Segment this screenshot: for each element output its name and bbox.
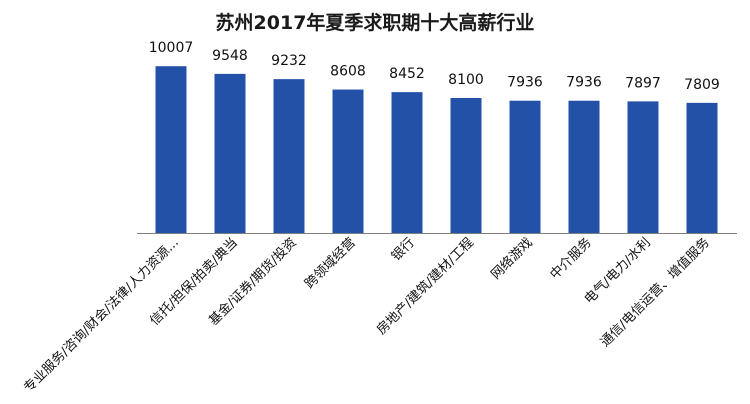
- category-label-9: 通信/电信运营、增值服务: [597, 235, 713, 351]
- bars-layer: [155, 66, 718, 234]
- value-label-4: 8452: [389, 66, 425, 82]
- value-label-6: 7936: [507, 75, 543, 91]
- value-label-1: 9548: [212, 48, 248, 64]
- value-label-8: 7897: [625, 75, 661, 91]
- bar-7: [568, 100, 600, 233]
- chart-title: 苏州2017年夏季求职期十大高薪行业: [215, 12, 535, 34]
- category-label-5: 房地产/建筑/建材/工程: [373, 235, 476, 338]
- bar-2: [273, 79, 305, 233]
- value-label-9: 7809: [684, 77, 720, 93]
- bar-4: [391, 92, 423, 233]
- category-labels-layer: 专业服务/咨询/财会/法律/人力资源...信托/担保/拍卖/典当基金/证券/期货…: [21, 235, 713, 396]
- category-label-4: 银行: [389, 235, 418, 264]
- value-label-3: 8608: [330, 64, 366, 80]
- category-label-3: 跨领域经营: [302, 235, 359, 292]
- category-label-6: 网络游戏: [488, 235, 536, 283]
- bar-5: [450, 98, 482, 233]
- bar-8: [627, 101, 659, 233]
- value-label-2: 9232: [271, 53, 307, 69]
- bar-3: [332, 89, 364, 234]
- bar-6: [509, 100, 541, 233]
- bar-0: [155, 66, 187, 233]
- value-labels-layer: 10007 9548 9232 8608 8452 8100 7936 7936 7897 780…: [149, 40, 720, 93]
- value-label-5: 8100: [448, 72, 484, 88]
- value-label-0: 10007: [149, 40, 194, 56]
- bar-9: [686, 102, 718, 233]
- value-label-7: 7936: [566, 75, 602, 91]
- category-label-7: 中介服务: [547, 235, 595, 283]
- bar-1: [214, 73, 246, 233]
